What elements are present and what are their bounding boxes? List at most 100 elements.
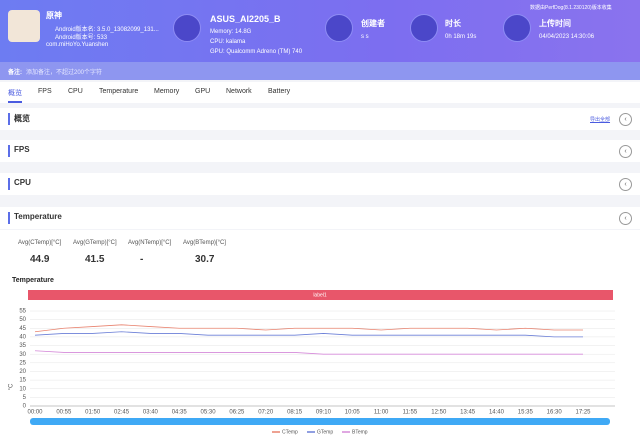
x-tick-label: 14:40 xyxy=(489,410,505,416)
device-icon xyxy=(173,14,201,42)
y-tick-label: 15 xyxy=(19,378,26,384)
legend-label: CTemp xyxy=(282,429,298,435)
android-code: Android版本号: 533 xyxy=(55,35,108,41)
creator-icon xyxy=(325,14,353,42)
tab-bar: 概览 FPS CPU Temperature Memory GPU Network Batte… xyxy=(0,82,640,103)
collector: 数据由PerfDog(8.1.230120)版本收集 xyxy=(530,5,612,11)
section-title: CPU xyxy=(14,178,31,187)
section-title: FPS xyxy=(14,145,30,154)
section-marker xyxy=(8,113,10,125)
y-tick-label: 35 xyxy=(19,343,26,349)
y-tick-label: 25 xyxy=(19,360,26,366)
collapse-button[interactable]: ‹ xyxy=(619,212,632,225)
x-tick-label: 15:35 xyxy=(518,410,534,416)
section-header[interactable]: FPS ‹ xyxy=(0,140,640,162)
stat-label: Avg(GTemp)[°C] xyxy=(73,240,117,246)
section-marker xyxy=(8,178,10,190)
y-tick-label: 20 xyxy=(19,369,26,375)
annotation: label1 xyxy=(313,292,327,298)
x-tick-label: 11:00 xyxy=(374,410,389,416)
y-tick-label: 5 xyxy=(23,395,27,401)
series-line xyxy=(34,324,583,333)
y-tick-label: 55 xyxy=(19,309,26,315)
chart-title: Temperature xyxy=(12,277,54,284)
x-tick-label: 13:45 xyxy=(460,410,476,416)
y-tick-label: 40 xyxy=(19,334,26,340)
gpu: GPU: Qualcomm Adreno (TM) 740 xyxy=(210,49,303,55)
upload-label: 上传时间 xyxy=(539,19,571,28)
chart: Temperature label1 °C 0 5 10 15 20 25 30 35 40 45 50 5… xyxy=(9,277,615,435)
y-tick-label: 10 xyxy=(19,386,26,392)
android-version: Android版本名: 3.5.0_13082099_131... xyxy=(55,27,159,33)
collapse-button[interactable]: ‹ xyxy=(619,113,632,126)
export-link[interactable]: 导出全部 xyxy=(590,117,611,123)
tab[interactable]: GPU xyxy=(195,88,211,95)
x-tick-label: 09:10 xyxy=(316,410,332,416)
scrollbar xyxy=(30,418,610,425)
creator-value: s s xyxy=(361,34,369,40)
duration-value: 0h 18m 19s xyxy=(445,34,477,40)
x-tick-label: 03:40 xyxy=(143,410,159,416)
x-tick-label: 02:45 xyxy=(114,410,130,416)
section-header[interactable]: 概览 ‹ 导出全部 xyxy=(0,108,640,130)
stat-value: 41.5 xyxy=(85,254,105,265)
header xyxy=(0,0,640,62)
annotation-band xyxy=(28,290,613,300)
y-axis-label: °C xyxy=(9,383,15,390)
device: ASUS_AI2205_B xyxy=(210,14,281,24)
y-tick-label: 45 xyxy=(19,326,26,332)
section-marker xyxy=(8,145,10,157)
x-tick-label: 11:55 xyxy=(403,410,418,416)
tab[interactable]: Network xyxy=(226,88,252,95)
x-tick-label: 17:25 xyxy=(575,410,591,416)
creator-label: 创建者 xyxy=(361,19,385,28)
tab[interactable]: Memory xyxy=(154,88,180,95)
tab[interactable]: Battery xyxy=(268,88,291,95)
x-tick-label: 06:25 xyxy=(229,410,245,416)
x-tick-label: 07:20 xyxy=(258,410,274,416)
upload-icon xyxy=(503,14,531,42)
tab[interactable]: 概览 xyxy=(8,88,22,103)
x-tick-label: 01:50 xyxy=(85,410,101,416)
app-icon xyxy=(8,10,40,42)
upload-value: 04/04/2023 14:30:06 xyxy=(539,34,595,40)
x-tick-label: 10:05 xyxy=(345,410,361,416)
x-tick-label: 00:00 xyxy=(27,410,43,416)
legend-label: GTemp xyxy=(317,429,333,435)
cpu: CPU: kalama xyxy=(210,39,246,45)
stat-value: - xyxy=(140,254,144,265)
x-tick-label: 04:35 xyxy=(172,410,188,416)
x-tick-label: 12:50 xyxy=(431,410,447,416)
section-header[interactable]: CPU ‹ xyxy=(0,173,640,195)
tab[interactable]: CPU xyxy=(68,88,83,95)
tab[interactable]: Temperature xyxy=(99,88,139,95)
collapse-button[interactable]: ‹ xyxy=(619,178,632,191)
stat-label: Avg(BTemp)[°C] xyxy=(183,240,226,246)
x-tick-label: 16:30 xyxy=(547,410,563,416)
package: com.miHoYo.Yuanshen xyxy=(46,42,109,48)
legend-label: BTemp xyxy=(352,429,368,435)
duration-icon xyxy=(410,14,438,42)
section-header[interactable]: Temperature ‹ xyxy=(0,207,640,229)
app-name: 原神 xyxy=(46,11,62,20)
stat-label: Avg(NTemp)[°C] xyxy=(128,240,172,246)
x-tick-label: 05:30 xyxy=(201,410,217,416)
y-tick-label: 50 xyxy=(19,317,26,323)
section-title: Temperature xyxy=(14,212,62,221)
collapse-button[interactable]: ‹ xyxy=(619,145,632,158)
duration-label: 时长 xyxy=(445,19,461,28)
temperature-panel: Avg(CTemp)[°C] 44.9 Avg(GTemp)[°C] 41.5 Avg(… xyxy=(0,230,640,447)
note-bar xyxy=(0,62,640,80)
x-tick-label: 08:15 xyxy=(287,410,303,416)
stat-value: 44.9 xyxy=(30,254,50,265)
note-label: 备注: xyxy=(8,70,22,76)
series-line xyxy=(34,331,583,338)
series-line xyxy=(34,350,583,355)
tab[interactable]: FPS xyxy=(38,88,52,95)
note-input[interactable]: 添加备注，不超过200个字符 xyxy=(26,70,103,76)
stat-label: Avg(CTemp)[°C] xyxy=(18,240,62,246)
y-tick-label: 30 xyxy=(19,352,26,358)
x-tick-label: 00:55 xyxy=(56,410,72,416)
y-tick-label: 0 xyxy=(23,404,27,410)
